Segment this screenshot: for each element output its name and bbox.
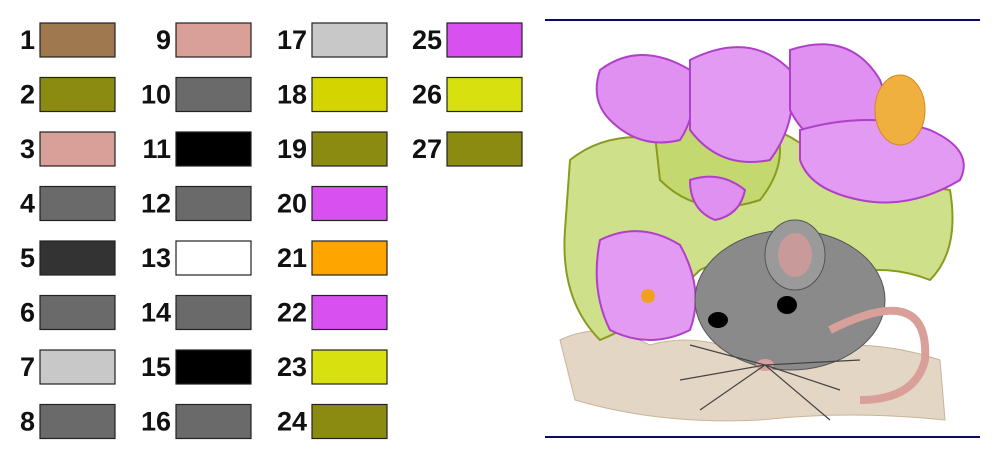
swatch-number: 25 (412, 25, 442, 55)
color-swatch (311, 403, 388, 440)
color-swatch (175, 76, 252, 113)
swatch-number: 2 (20, 80, 35, 110)
swatch-number: 17 (277, 25, 307, 55)
color-swatch (311, 185, 388, 222)
color-swatch (39, 349, 116, 385)
swatch-number: 4 (20, 189, 35, 219)
swatch-number: 21 (277, 243, 307, 273)
color-swatch (175, 240, 252, 276)
swatch-number: 18 (277, 80, 307, 110)
swatch-grid: 1234567891011121314151617181920212223242… (20, 22, 523, 440)
color-swatch (39, 76, 116, 113)
color-swatch (446, 76, 523, 113)
swatch-number: 13 (141, 243, 171, 273)
swatch-number: 10 (141, 80, 171, 110)
swatch-number: 12 (141, 189, 171, 219)
swatch-number: 16 (141, 407, 171, 437)
color-swatch (311, 294, 388, 331)
color-swatch (175, 294, 252, 331)
color-swatch (446, 22, 523, 58)
swatch-number: 6 (20, 298, 35, 328)
color-swatch (446, 131, 523, 167)
color-swatch (39, 185, 116, 222)
color-swatch (175, 131, 252, 167)
swatch-number: 3 (20, 134, 35, 164)
swatch-number: 11 (142, 134, 171, 164)
swatch-number: 7 (20, 352, 35, 382)
swatch-number: 20 (277, 189, 307, 219)
color-swatch (39, 240, 116, 276)
swatch-number: 14 (141, 298, 171, 328)
color-swatch (39, 22, 116, 58)
swatch-number: 1 (20, 25, 35, 55)
swatch-number: 23 (277, 352, 307, 382)
color-swatch (311, 240, 388, 276)
swatch-number: 8 (20, 407, 35, 437)
swatch-number: 19 (277, 134, 307, 164)
color-swatch (311, 349, 388, 385)
color-swatch (175, 185, 252, 222)
color-swatch (311, 22, 388, 58)
embroidery-preview (545, 19, 980, 438)
color-swatch (175, 349, 252, 385)
color-swatch (311, 76, 388, 113)
color-swatch (39, 403, 116, 440)
color-swatch (39, 131, 116, 167)
color-swatch (311, 131, 388, 167)
swatch-number: 22 (277, 298, 307, 328)
color-swatch (39, 294, 116, 331)
swatch-number: 26 (412, 80, 442, 110)
color-swatch (175, 403, 252, 440)
color-swatch (175, 22, 252, 58)
swatch-number: 9 (156, 25, 171, 55)
swatch-number: 15 (141, 352, 171, 382)
swatch-number: 27 (412, 134, 442, 164)
swatch-number: 5 (20, 243, 35, 273)
swatch-number: 24 (277, 407, 307, 437)
